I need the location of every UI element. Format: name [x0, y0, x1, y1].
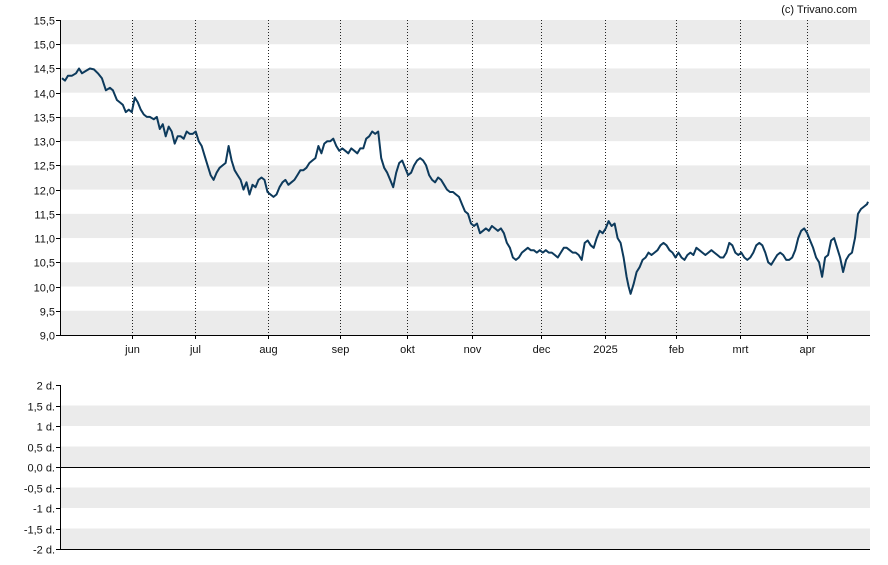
volume-y-tick-label: 1 d. — [37, 422, 55, 434]
y-tick-label: 14,0 — [34, 89, 55, 101]
x-tick-label: feb — [669, 344, 684, 356]
y-tick-label: 14,5 — [34, 64, 55, 76]
x-tick-label: jun — [124, 344, 140, 356]
volume-y-tick-label: -1,5 d. — [24, 525, 55, 537]
x-tick-label: dec — [533, 344, 551, 356]
x-tick-label: sep — [332, 344, 350, 356]
x-tick-label: mrt — [733, 344, 749, 356]
y-tick-label: 12,0 — [34, 186, 55, 198]
y-tick-label: 12,5 — [34, 161, 55, 173]
y-tick-label: 9,0 — [40, 331, 55, 343]
y-tick-label: 9,5 — [40, 307, 55, 319]
volume-y-tick-label: -2 d. — [33, 545, 55, 557]
y-tick-label: 15,0 — [34, 40, 55, 52]
y-tick-label: 11,0 — [34, 234, 55, 246]
volume-band — [60, 405, 870, 426]
x-tick-label: aug — [259, 344, 277, 356]
x-tick-label: okt — [400, 344, 415, 356]
volume-band — [60, 446, 870, 467]
x-tick-label: 2025 — [593, 344, 617, 356]
price-band — [60, 20, 870, 45]
y-tick-label: 10,0 — [34, 283, 55, 295]
y-tick-label: 13,5 — [34, 113, 55, 125]
x-tick-label: jul — [189, 344, 201, 356]
y-tick-label: 13,0 — [34, 137, 55, 149]
price-band — [60, 165, 870, 190]
volume-chart-panel: 2 d. 1,5 d. 1 d. 0,5 d. 0,0 d. -0,5 d. -1 d. -1… — [24, 381, 870, 557]
price-band — [60, 213, 870, 239]
volume-y-tick-label: 0,5 d. — [27, 443, 55, 455]
volume-band — [60, 528, 870, 549]
price-chart-panel: jun jul aug sep okt nov dec 2025 feb mrt apr 15,5 15… — [34, 16, 870, 356]
volume-band — [60, 487, 870, 508]
volume-y-tick-label: -0,5 d. — [24, 484, 55, 496]
volume-y-tick-label: 1,5 d. — [27, 402, 55, 414]
volume-y-tick-label: 2 d. — [37, 381, 55, 393]
y-tick-label: 11,5 — [34, 210, 55, 222]
credit-label: (c) Trivano.com — [781, 4, 857, 16]
y-tick-label: 15,5 — [34, 16, 55, 28]
price-band — [60, 68, 870, 93]
volume-y-tick-label: 0,0 d. — [27, 463, 55, 475]
price-series-line — [61, 67, 869, 295]
x-tick-label: apr — [800, 344, 816, 356]
price-band — [60, 310, 870, 335]
x-tick-label: nov — [464, 344, 482, 356]
y-tick-label: 10,5 — [34, 258, 55, 270]
volume-y-tick-label: -1 d. — [33, 504, 55, 516]
price-band — [60, 262, 870, 287]
